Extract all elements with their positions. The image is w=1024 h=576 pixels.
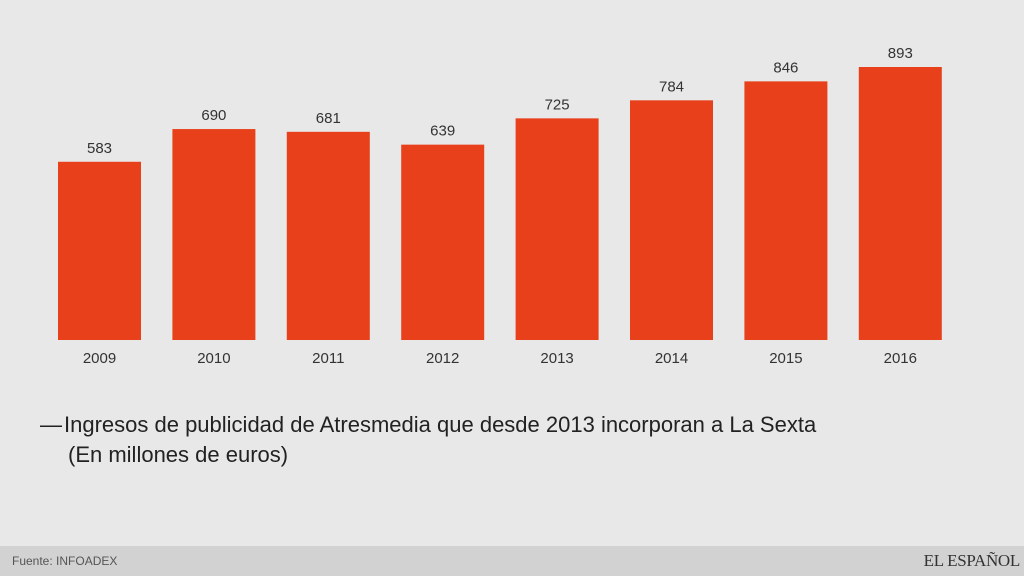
value-label-2015: 846 xyxy=(773,59,798,76)
bar-2009 xyxy=(58,161,141,340)
brand-logo: EL ESPAÑOL xyxy=(923,551,1021,570)
source-note: Fuente: INFOADEX xyxy=(12,554,118,568)
bar-chart: 583 2009 690 2010 681 2011 639 2012 725 2013 784 20… xyxy=(58,45,942,367)
value-label-2014: 784 xyxy=(659,78,684,95)
bar-2016 xyxy=(858,67,942,340)
bar-2014 xyxy=(630,100,713,340)
x-tick-2016: 2016 xyxy=(884,350,917,367)
x-tick-2009: 2009 xyxy=(83,350,116,367)
x-tick-2012: 2012 xyxy=(426,350,459,367)
value-label-2011: 681 xyxy=(316,110,341,127)
legend-dash: — xyxy=(40,412,62,437)
x-tick-2010: 2010 xyxy=(197,350,230,367)
bar-2012 xyxy=(401,144,485,340)
x-tick-2011: 2011 xyxy=(312,350,344,367)
value-label-2016: 893 xyxy=(888,45,913,62)
footer-bar: Fuente: INFOADEX EL ESPAÑOL xyxy=(0,546,1024,576)
x-tick-2014: 2014 xyxy=(655,350,688,367)
chart-caption: —Ingresos de publicidad de Atresmedia qu… xyxy=(40,410,816,470)
value-label-2012: 639 xyxy=(430,123,455,140)
bar-2015 xyxy=(744,81,828,341)
bar-2011 xyxy=(286,131,370,340)
value-label-2009: 583 xyxy=(87,140,112,157)
x-tick-2015: 2015 xyxy=(769,350,802,367)
caption-title: Ingresos de publicidad de Atresmedia que… xyxy=(64,412,817,437)
x-tick-2013: 2013 xyxy=(540,350,573,367)
value-label-2010: 690 xyxy=(201,107,226,124)
value-label-2013: 725 xyxy=(545,96,570,113)
caption-units: (En millones de euros) xyxy=(68,442,289,467)
bar-2013 xyxy=(515,118,599,340)
bar-2010 xyxy=(172,129,256,340)
